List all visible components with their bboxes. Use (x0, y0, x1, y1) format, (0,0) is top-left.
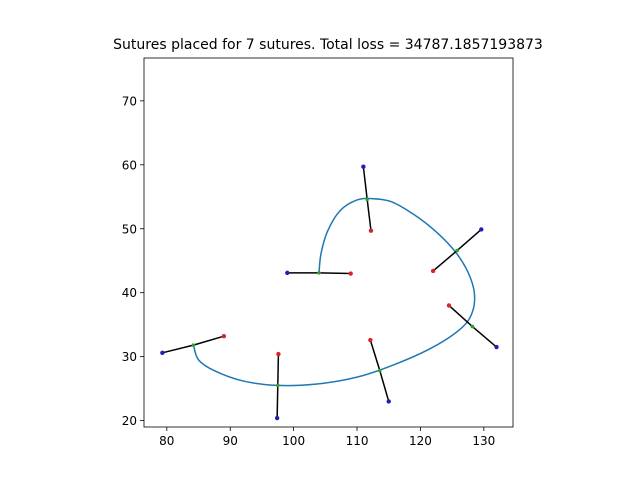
suture-insertion-segment (448, 304, 473, 328)
extraction-point (160, 350, 165, 356)
insertion-point (276, 351, 281, 357)
suture-center-point (317, 271, 321, 275)
insertion-point (348, 271, 353, 276)
suture-center-point (470, 324, 475, 329)
suture-center-point (455, 248, 460, 253)
x-tick-label: 120 (409, 434, 432, 448)
extraction-point (494, 344, 499, 350)
y-tick-label: 60 (122, 158, 137, 172)
suture-center-point (378, 368, 382, 373)
suture-extraction-segment (362, 166, 368, 200)
suture-extraction-segment (276, 385, 279, 419)
y-tick-label: 40 (122, 286, 137, 300)
plot-area (160, 164, 499, 421)
x-axis: 80 90 100 110 120 130 (159, 427, 495, 448)
y-tick-label: 50 (122, 222, 137, 236)
y-tick-label: 30 (122, 350, 137, 364)
suture-extraction-segment (456, 228, 482, 252)
insertion-point (368, 337, 373, 343)
wound-curve-layer (192, 197, 476, 387)
suture-2 (274, 351, 281, 421)
suture-1 (160, 333, 227, 356)
y-tick-label: 20 (122, 414, 137, 428)
x-tick-label: 90 (223, 434, 238, 448)
insertion-point (368, 228, 374, 233)
wound-curve (192, 197, 476, 387)
x-tick-label: 130 (472, 434, 495, 448)
suture-layer (160, 164, 499, 421)
y-axis: 20 30 40 50 60 70 (122, 94, 144, 428)
suture-7 (446, 303, 499, 350)
suture-extraction-segment (379, 370, 390, 402)
axes-frame (143, 57, 514, 428)
suture-extraction-segment (471, 326, 498, 348)
suture-insertion-segment (318, 272, 351, 275)
insertion-point (430, 268, 436, 274)
x-tick-label: 80 (159, 434, 174, 448)
suture-center-point (191, 343, 196, 347)
suture-4 (361, 164, 374, 233)
extraction-point (274, 415, 280, 421)
y-tick-label: 70 (122, 94, 137, 108)
suture-extraction-segment (162, 344, 194, 354)
insertion-point (446, 303, 452, 308)
suture-center-point (275, 383, 280, 388)
suture-insertion-segment (193, 335, 225, 346)
suture-6 (430, 227, 484, 274)
extraction-point (386, 399, 391, 404)
suture-insertion-segment (369, 339, 381, 371)
chart-title: Sutures placed for 7 sutures. Total loss… (113, 37, 543, 53)
extraction-point (285, 270, 290, 276)
suture-insertion-segment (432, 249, 458, 272)
insertion-point (221, 333, 227, 339)
x-tick-label: 100 (282, 434, 305, 448)
x-tick-label: 110 (346, 434, 369, 448)
extraction-point (361, 164, 366, 169)
suture-3 (285, 270, 353, 276)
suture-insertion-segment (277, 354, 280, 386)
suture-center-point (365, 197, 369, 202)
suture-5 (368, 337, 391, 404)
extraction-point (479, 227, 484, 232)
suture-insertion-segment (366, 199, 372, 231)
